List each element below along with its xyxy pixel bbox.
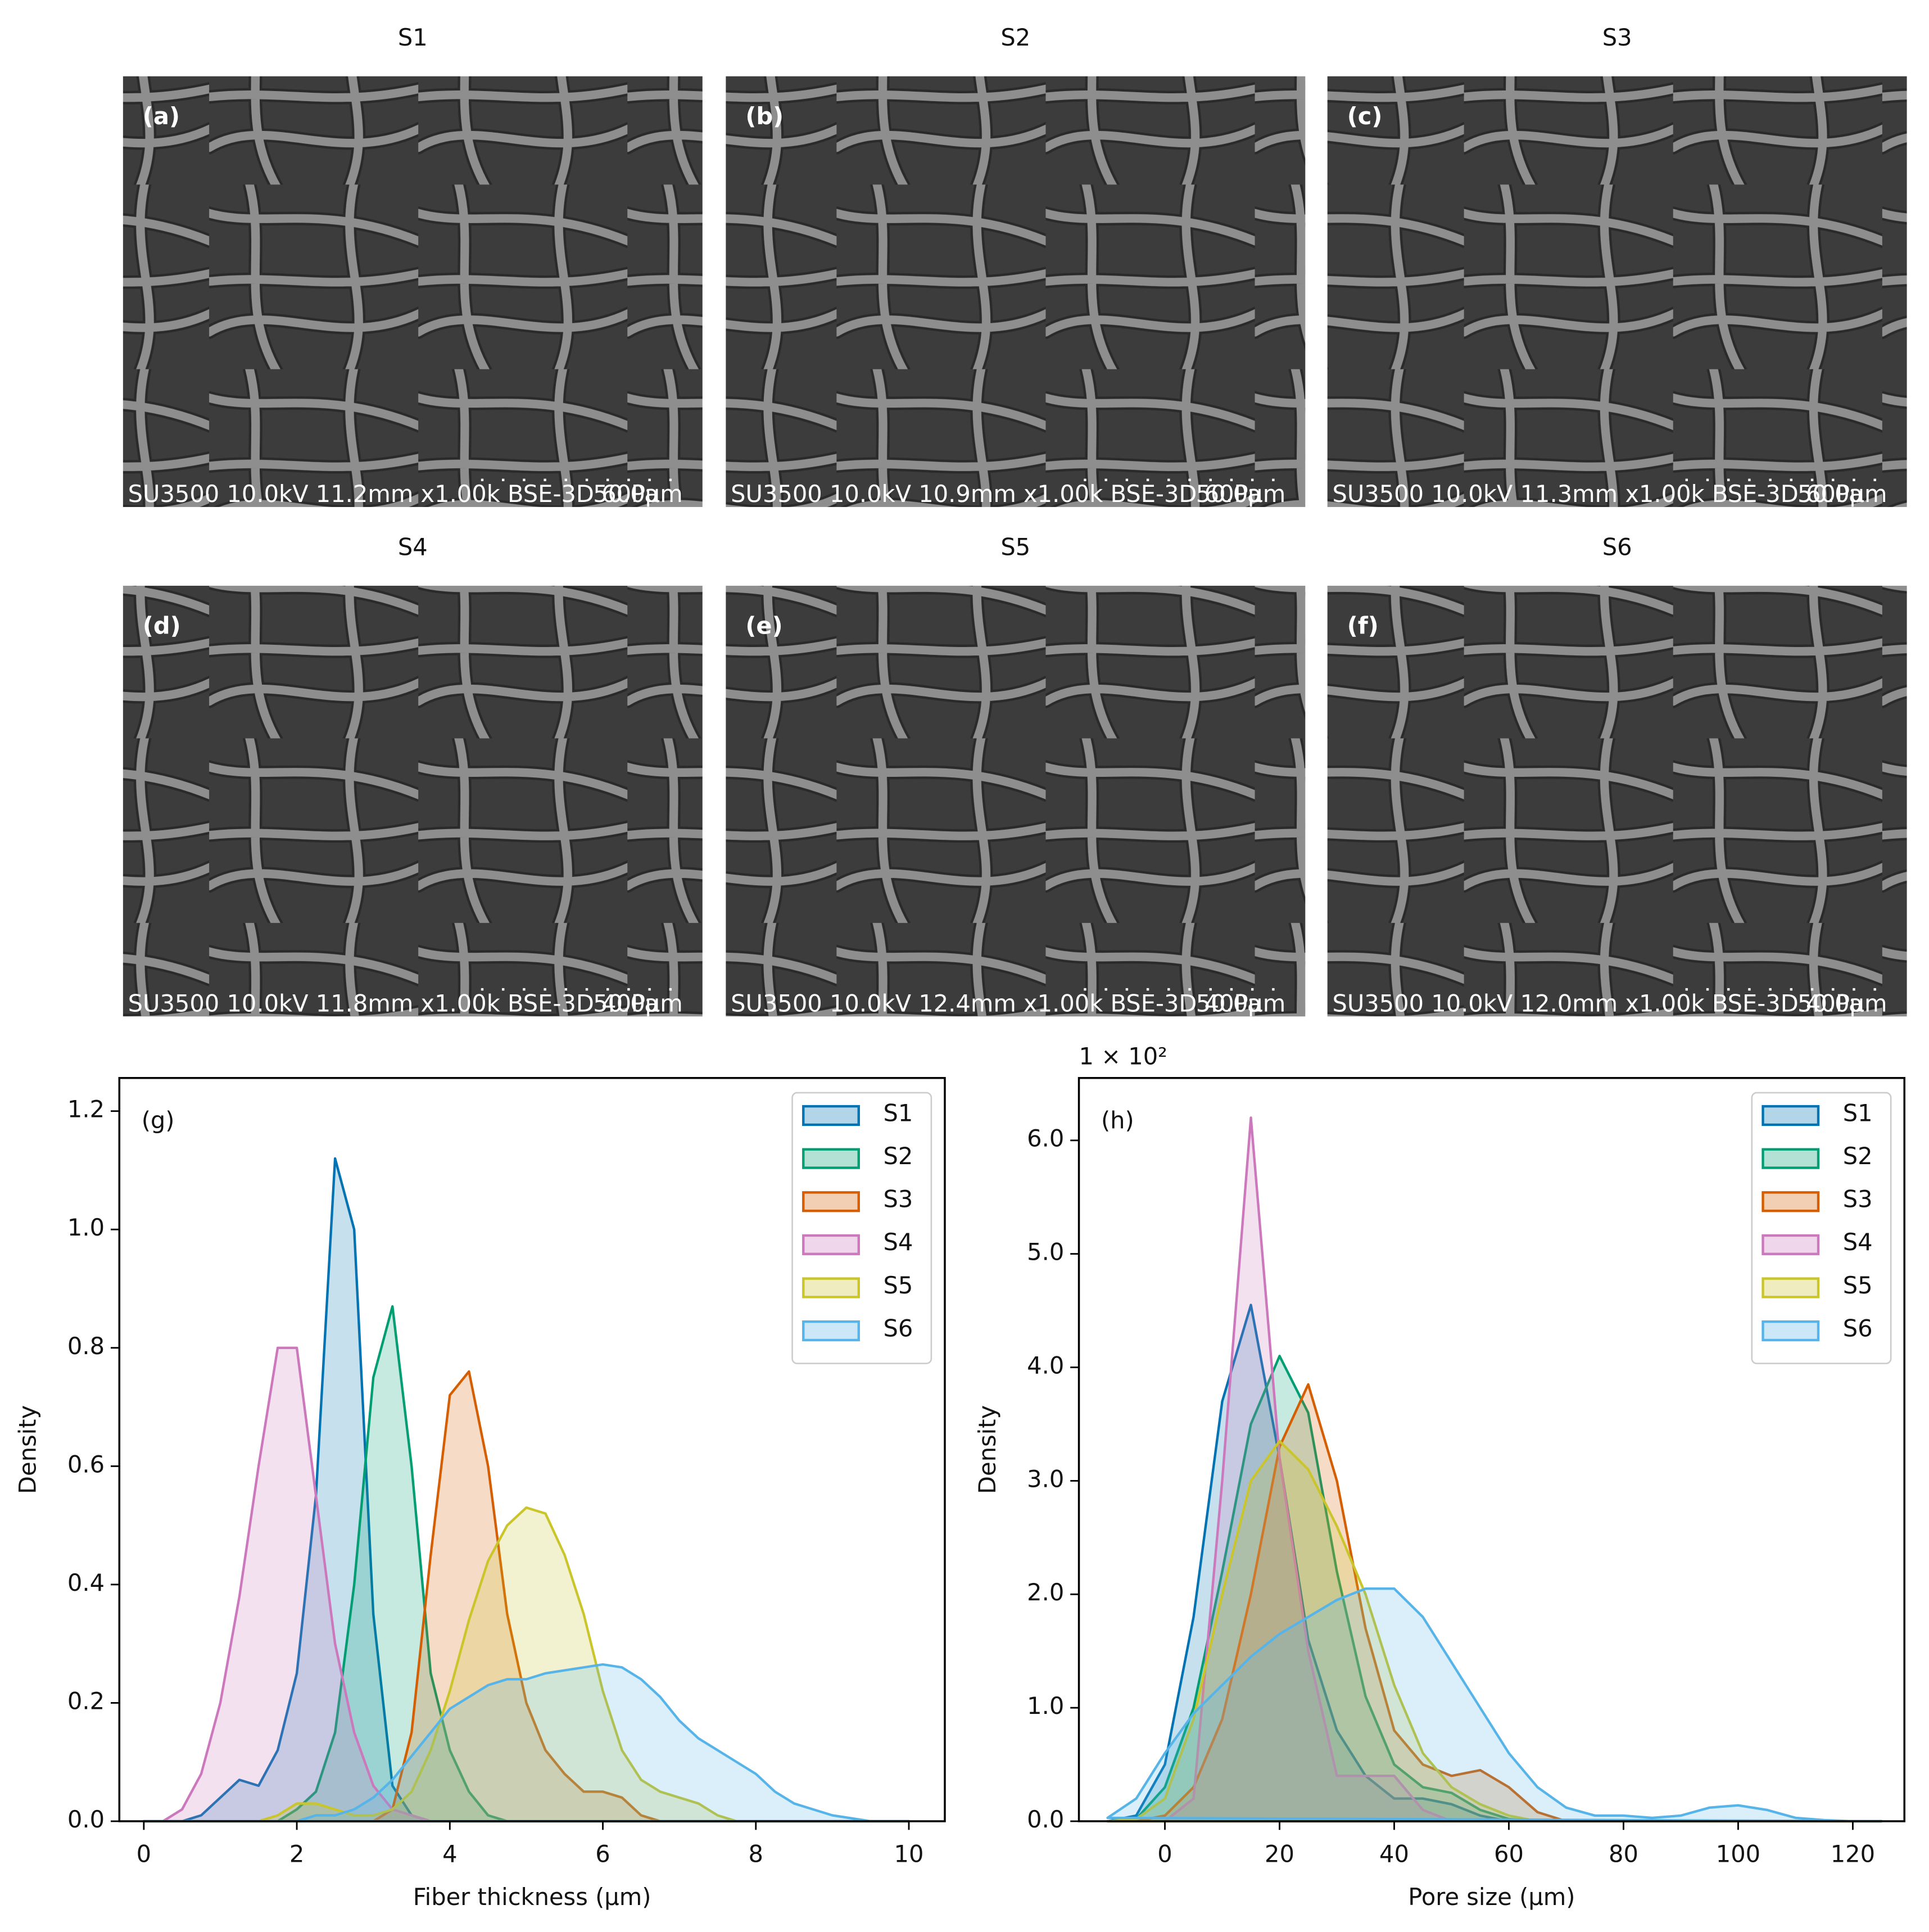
panel-title: S1 [398,24,428,51]
axes-frame [1077,1076,1905,1822]
x-tick-label: 60 [1494,1840,1524,1867]
legend-label: S3 [884,1186,913,1213]
y-tick-label: 0.2 [67,1687,105,1714]
x-tick-label: 20 [1265,1840,1294,1867]
sem-caption: SU3500 10.0kV 10.9mm x1.00k BSE-3D 60Pa [731,480,1261,508]
legend: S1 S2 S3 S4 S5 S6 [791,1092,932,1364]
legend-swatch [1762,1320,1820,1342]
x-axis-label: Pore size (μm) [1408,1883,1575,1911]
x-tick-label: 10 [894,1840,924,1867]
sem-image [1327,76,1907,507]
x-axis-label: Fiber thickness (μm) [413,1883,651,1911]
y-tick-label: 0.0 [67,1806,105,1833]
sem-caption: SU3500 10.0kV 11.2mm x1.00k BSE-3D 60Pa [128,480,659,508]
sem-image [123,586,703,1017]
legend-swatch [802,1320,860,1342]
panel-label: (h) [1101,1107,1134,1134]
chart: 0 20 40 60 80 100 120 0.0 1.0 2.0 3.0 4.0 5.0 6.0 Pore… [973,1043,1905,1911]
x-tick-label: 2 [289,1840,304,1867]
legend-swatch [802,1148,860,1169]
panel-label: (f) [1347,612,1379,639]
panel-title: S3 [1602,24,1632,51]
legend-label: S5 [1843,1272,1873,1299]
chart: 0 2 4 6 8 10 0.0 0.2 0.4 0.6 0.8 1.0 1.2 Fiber thickn… [14,1076,946,1911]
x-tick-label: 0 [1157,1840,1172,1867]
legend-swatch [1762,1277,1820,1298]
y-tick-label: 5.0 [1027,1238,1064,1266]
y-offset-label: 1 × 10² [1079,1043,1167,1070]
legend-swatch [1762,1191,1820,1212]
legend-label: S4 [884,1228,913,1256]
y-axis-label: Density [973,1405,1001,1494]
y-tick-label: 1.2 [67,1096,105,1123]
panel-title: S5 [1000,533,1030,560]
y-tick-label: 1.0 [1027,1692,1064,1720]
x-tick-label: 0 [137,1840,151,1867]
legend-label: S6 [1843,1314,1873,1342]
legend-swatch [1762,1148,1820,1169]
sem-scale: 50.0μm [1797,480,1887,508]
panel-title: S6 [1602,533,1632,560]
axes-frame [118,1076,946,1822]
panel-label: (d) [143,612,181,639]
legend-label: S6 [884,1314,913,1342]
legend-label: S3 [1843,1186,1873,1213]
sem-scale: 50.0μm [593,480,683,508]
legend-label: S2 [1843,1142,1873,1170]
sem-scale: 50.0μm [593,990,683,1017]
panel-label: (b) [745,102,784,130]
legend-swatch [802,1191,860,1212]
y-axis-label: Density [14,1405,42,1494]
panel-label: (e) [745,612,782,639]
panel-label: (c) [1347,102,1383,130]
x-tick-label: 120 [1831,1840,1875,1867]
x-tick-label: 100 [1716,1840,1760,1867]
y-tick-label: 2.0 [1027,1578,1064,1606]
panel-label: (g) [142,1107,175,1134]
legend-swatch [802,1105,860,1126]
sem-image [726,76,1306,507]
y-tick-label: 4.0 [1027,1351,1064,1379]
sem-caption: SU3500 10.0kV 12.4mm x1.00k BSE-3D 40Pa [731,990,1261,1017]
legend-label: S1 [1843,1099,1873,1126]
legend-label: S4 [1843,1228,1873,1256]
legend-swatch [802,1277,860,1298]
legend-label: S1 [884,1099,913,1126]
density-area [1106,1587,1883,1823]
panel-title: S2 [1000,24,1030,51]
x-tick-label: 8 [749,1840,763,1867]
y-tick-label: 1.0 [67,1214,105,1241]
legend-swatch [1762,1105,1820,1126]
legend-swatch [802,1234,860,1255]
y-tick-label: 0.6 [67,1450,105,1478]
sem-caption: SU3500 10.0kV 12.0mm x1.00k BSE-3D 40Pa [1332,990,1863,1017]
legend-label: S5 [884,1272,913,1299]
x-tick-label: 6 [595,1840,610,1867]
legend: S1 S2 S3 S4 S5 S6 [1751,1092,1892,1364]
y-tick-label: 0.4 [67,1569,105,1596]
sem-image [123,76,703,507]
x-tick-label: 80 [1609,1840,1638,1867]
sem-caption: SU3500 10.0kV 11.8mm x1.00k BSE-3D 40Pa [128,990,659,1017]
sem-caption: SU3500 10.0kV 11.3mm x1.00k BSE-3D 60Pa [1332,480,1863,508]
x-tick-label: 4 [442,1840,457,1867]
plot-area [1106,1116,1883,1823]
sem-scale: 50.0μm [1196,990,1286,1017]
sem-image [726,586,1306,1017]
y-tick-label: 0.0 [1027,1806,1064,1833]
legend-swatch [1762,1234,1820,1255]
y-tick-label: 0.8 [67,1332,105,1360]
sem-scale: 50.0μm [1797,990,1887,1017]
panel-title: S4 [398,533,428,560]
sem-image [1327,586,1907,1017]
legend-label: S2 [884,1142,913,1170]
y-tick-label: 6.0 [1027,1125,1064,1152]
sem-scale: 50.0μm [1196,480,1286,508]
y-tick-label: 3.0 [1027,1465,1064,1492]
x-tick-label: 40 [1379,1840,1409,1867]
panel-label: (a) [143,102,180,130]
